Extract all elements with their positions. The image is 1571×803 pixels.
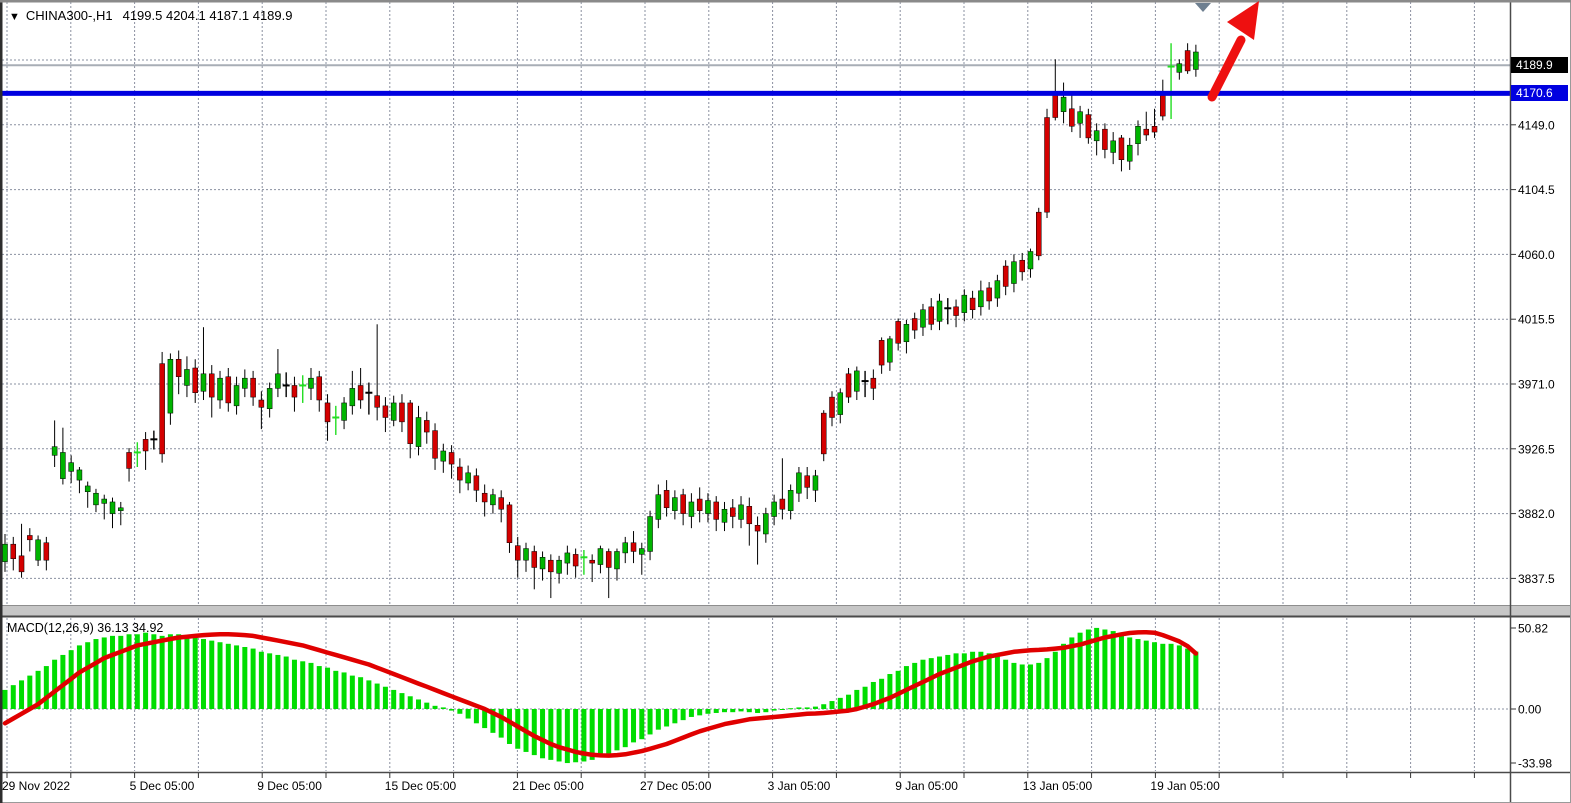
hline-price-tag: 4170.6: [1511, 85, 1568, 101]
time-axis-label: 9 Jan 05:00: [895, 779, 958, 793]
panel-splitter[interactable]: [0, 605, 1571, 616]
down-triangle-marker[interactable]: [1195, 3, 1211, 12]
price-axis-label: 4060.0: [1518, 248, 1555, 262]
time-axis-label: 15 Dec 05:00: [385, 779, 457, 793]
time-axis-label: 5 Dec 05:00: [130, 779, 195, 793]
current-price-tag: 4189.9: [1511, 57, 1568, 73]
time-axis-label: 9 Dec 05:00: [257, 779, 322, 793]
time-axis-label: 3 Jan 05:00: [768, 779, 831, 793]
symbol-timeframe-label: CHINA300-,H1: [25, 8, 113, 23]
time-axis-label: 13 Jan 05:00: [1023, 779, 1093, 793]
macd-axis-label: -33.98: [1518, 757, 1552, 771]
trend-arrow-object[interactable]: [1207, 1, 1259, 102]
price-axis[interactable]: 4149.0 4104.5 4060.0 4015.5 3971.0 3926.5 3882…: [1511, 64, 1555, 586]
macd-axis[interactable]: 50.82 0.00 -33.98: [1511, 622, 1552, 771]
time-axis-label: 27 Dec 05:00: [640, 779, 712, 793]
macd-axis-label: 50.82: [1518, 622, 1548, 636]
price-axis-label: 3882.0: [1518, 507, 1555, 521]
price-axis-label: 4104.5: [1518, 183, 1555, 197]
price-axis-label: 3837.5: [1518, 572, 1555, 586]
time-axis-label: 19 Jan 05:00: [1150, 779, 1220, 793]
ohlc-readout: 4199.5 4204.1 4187.1 4189.9: [122, 8, 293, 23]
time-axis-label: 29 Nov 2022: [2, 779, 70, 793]
price-axis-label: 3971.0: [1518, 378, 1555, 392]
price-axis-label: 3926.5: [1518, 442, 1555, 456]
horizontal-line-object[interactable]: [0, 90, 1510, 96]
candlesticks: [2, 43, 1199, 599]
macd-indicator-label: MACD(12,26,9) 36.13 34.92: [7, 621, 164, 635]
macd-axis-label: 0.00: [1518, 703, 1542, 717]
price-axis-label: 4015.5: [1518, 313, 1555, 327]
time-axis[interactable]: 29 Nov 2022 5 Dec 05:00 9 Dec 05:00 15 Dec …: [2, 773, 1475, 793]
chart-header: ▼ CHINA300-,H1 4199.5 4204.1 4187.1 4189.9: [9, 8, 292, 23]
macd-signal-line: [2, 629, 1199, 758]
time-axis-label: 21 Dec 05:00: [512, 779, 584, 793]
price-axis-label: 4149.0: [1518, 118, 1555, 132]
symbol-dropdown-icon[interactable]: ▼: [9, 11, 20, 23]
